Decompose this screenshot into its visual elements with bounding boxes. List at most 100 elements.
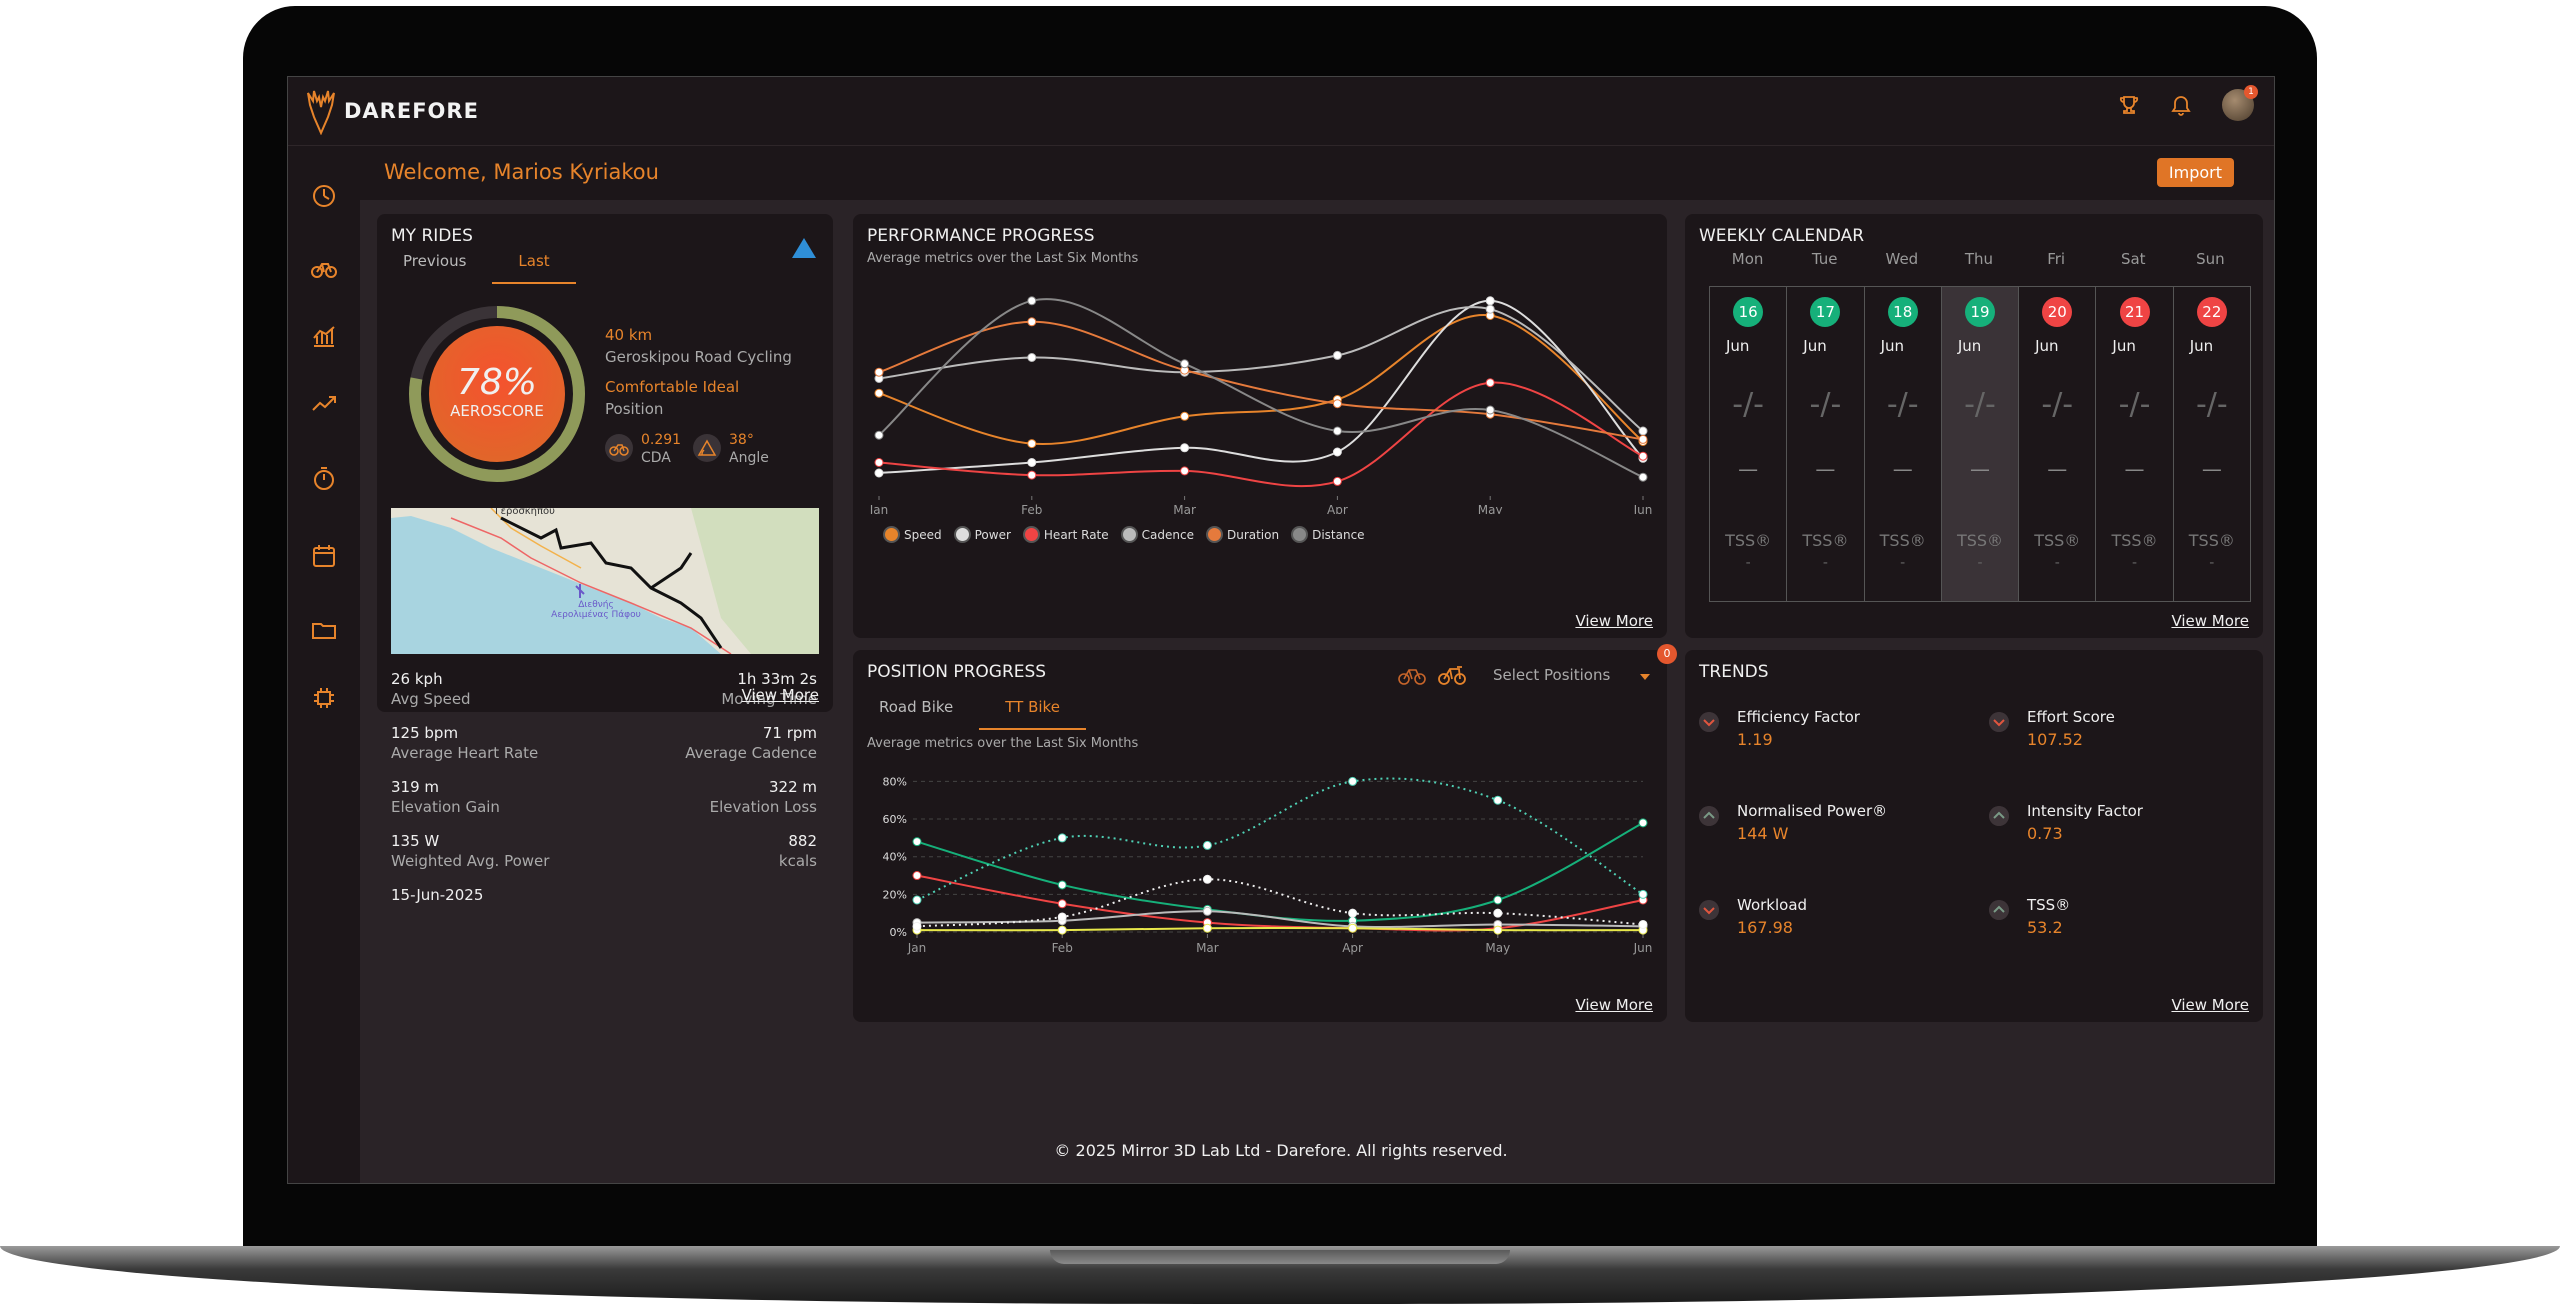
tab-previous[interactable]: Previous bbox=[403, 252, 467, 270]
data-point[interactable] bbox=[1638, 426, 1648, 436]
data-point[interactable] bbox=[1180, 466, 1190, 476]
bike-icon[interactable] bbox=[310, 254, 338, 282]
data-point[interactable] bbox=[1485, 378, 1495, 388]
calendar-day[interactable]: 17 Jun -/- — TSS® - bbox=[1787, 287, 1865, 601]
triangle-up-icon[interactable] bbox=[791, 237, 817, 259]
data-point[interactable] bbox=[1027, 296, 1037, 306]
tab-tt-bike[interactable]: TT Bike bbox=[979, 698, 1086, 730]
data-point[interactable] bbox=[1202, 874, 1212, 884]
bar-chart-icon[interactable] bbox=[310, 322, 338, 350]
import-button[interactable]: Import bbox=[2156, 158, 2234, 187]
data-point[interactable] bbox=[1057, 880, 1067, 890]
performance-chart[interactable]: Jan Feb Mar Apr May Jun bbox=[853, 274, 1667, 514]
calendar-day[interactable]: 20 Jun -/- — TSS® - bbox=[2019, 287, 2097, 601]
trend-icon[interactable] bbox=[310, 390, 338, 418]
data-point[interactable] bbox=[1027, 470, 1037, 480]
data-point[interactable] bbox=[1493, 895, 1503, 905]
calendar-day[interactable]: 18 Jun -/- — TSS® - bbox=[1865, 287, 1942, 601]
data-point[interactable] bbox=[874, 458, 884, 467]
legend-item[interactable]: Heart Rate bbox=[1022, 526, 1109, 543]
legend-item[interactable]: Cadence bbox=[1120, 526, 1194, 543]
data-point[interactable] bbox=[1057, 925, 1067, 935]
data-point[interactable] bbox=[874, 430, 884, 440]
legend-item[interactable]: Speed bbox=[883, 526, 942, 543]
trend-item[interactable]: Workload 167.98 bbox=[1699, 896, 1959, 946]
calendar-day[interactable]: 19 Jun -/- — TSS® - bbox=[1941, 287, 2020, 601]
select-positions[interactable]: Select Positions bbox=[1493, 666, 1611, 684]
my-rides-view-more[interactable]: View More bbox=[741, 686, 819, 704]
data-point[interactable] bbox=[1180, 359, 1190, 369]
tt-bike-icon[interactable] bbox=[1437, 664, 1467, 686]
data-point[interactable] bbox=[1057, 899, 1067, 909]
ride-map[interactable]: Γεροσκήπου Διεθνής Αερολιμένας Πάφου bbox=[391, 508, 819, 654]
bell-icon[interactable] bbox=[2170, 94, 2192, 116]
legend-item[interactable]: Power bbox=[953, 526, 1011, 543]
data-point[interactable] bbox=[1202, 923, 1212, 933]
data-point[interactable] bbox=[1027, 317, 1037, 327]
data-point[interactable] bbox=[1485, 304, 1495, 314]
data-point[interactable] bbox=[874, 367, 884, 377]
stopwatch-icon[interactable] bbox=[310, 464, 338, 492]
data-point[interactable] bbox=[1332, 426, 1342, 436]
trend-item[interactable]: Efficiency Factor 1.19 bbox=[1699, 708, 1959, 758]
data-point[interactable] bbox=[1493, 795, 1503, 805]
data-point[interactable] bbox=[1493, 925, 1503, 935]
data-point[interactable] bbox=[1180, 443, 1190, 453]
folder-icon[interactable] bbox=[310, 616, 338, 644]
calendar-icon[interactable] bbox=[310, 542, 338, 570]
dashboard-icon[interactable] bbox=[310, 182, 338, 210]
data-point[interactable] bbox=[1202, 840, 1212, 850]
data-point[interactable] bbox=[1348, 908, 1358, 918]
position-chart[interactable]: 0% 20% 40% 60% 80% Jan Feb Mar Apr May Jun bbox=[853, 762, 1667, 968]
data-point[interactable] bbox=[1332, 350, 1342, 360]
data-point[interactable] bbox=[1027, 353, 1037, 362]
data-point[interactable] bbox=[1027, 458, 1037, 467]
data-point[interactable] bbox=[1332, 447, 1342, 457]
performance-view-more[interactable]: View More bbox=[1575, 612, 1653, 630]
calendar-view-more[interactable]: View More bbox=[2171, 612, 2249, 630]
data-point[interactable] bbox=[1027, 439, 1037, 449]
data-point[interactable] bbox=[1348, 923, 1358, 933]
chevron-down-icon[interactable] bbox=[1639, 672, 1651, 682]
calendar-day[interactable]: 21 Jun -/- — TSS® - bbox=[2096, 287, 2174, 601]
data-point[interactable] bbox=[912, 871, 922, 881]
tab-last[interactable]: Last bbox=[492, 252, 576, 284]
trend-item[interactable]: Normalised Power® 144 W bbox=[1699, 802, 1959, 852]
data-point[interactable] bbox=[1485, 296, 1495, 306]
data-point[interactable] bbox=[1638, 919, 1648, 929]
tab-road-bike[interactable]: Road Bike bbox=[879, 698, 954, 716]
data-point[interactable] bbox=[874, 468, 884, 478]
data-point[interactable] bbox=[1180, 411, 1190, 421]
calendar-day[interactable]: 16 Jun -/- — TSS® - bbox=[1710, 287, 1788, 601]
data-point[interactable] bbox=[874, 388, 884, 398]
legend-item[interactable]: Distance bbox=[1291, 526, 1365, 543]
trend-item[interactable]: TSS® 53.2 bbox=[1989, 896, 2249, 946]
data-point[interactable] bbox=[1638, 889, 1648, 899]
logo[interactable]: DAREFORE bbox=[306, 87, 479, 135]
data-point[interactable] bbox=[1493, 908, 1503, 918]
data-point[interactable] bbox=[912, 921, 922, 931]
trend-item[interactable]: Effort Score 107.52 bbox=[1989, 708, 2249, 758]
data-point[interactable] bbox=[1638, 818, 1648, 828]
data-point[interactable] bbox=[1057, 833, 1067, 843]
data-point[interactable] bbox=[912, 837, 922, 847]
legend-item[interactable]: Duration bbox=[1205, 526, 1279, 543]
data-point[interactable] bbox=[1332, 399, 1342, 409]
data-point[interactable] bbox=[1638, 472, 1648, 482]
data-point[interactable] bbox=[1332, 476, 1342, 486]
position-view-more[interactable]: View More bbox=[1575, 996, 1653, 1014]
data-point[interactable] bbox=[912, 895, 922, 905]
data-point[interactable] bbox=[1638, 434, 1648, 444]
avatar[interactable]: 1 bbox=[2222, 85, 2258, 121]
data-point[interactable] bbox=[1485, 405, 1495, 415]
chip-icon[interactable] bbox=[310, 684, 338, 712]
data-point[interactable] bbox=[1638, 451, 1648, 461]
data-point[interactable] bbox=[1348, 776, 1358, 786]
trophy-icon[interactable] bbox=[2118, 94, 2140, 116]
road-bike-icon[interactable] bbox=[1397, 664, 1427, 686]
data-point[interactable] bbox=[1202, 906, 1212, 916]
trend-item[interactable]: Intensity Factor 0.73 bbox=[1989, 802, 2249, 852]
trends-view-more[interactable]: View More bbox=[2171, 996, 2249, 1014]
data-point[interactable] bbox=[1057, 912, 1067, 922]
calendar-day[interactable]: 22 Jun -/- — TSS® - bbox=[2174, 287, 2250, 601]
